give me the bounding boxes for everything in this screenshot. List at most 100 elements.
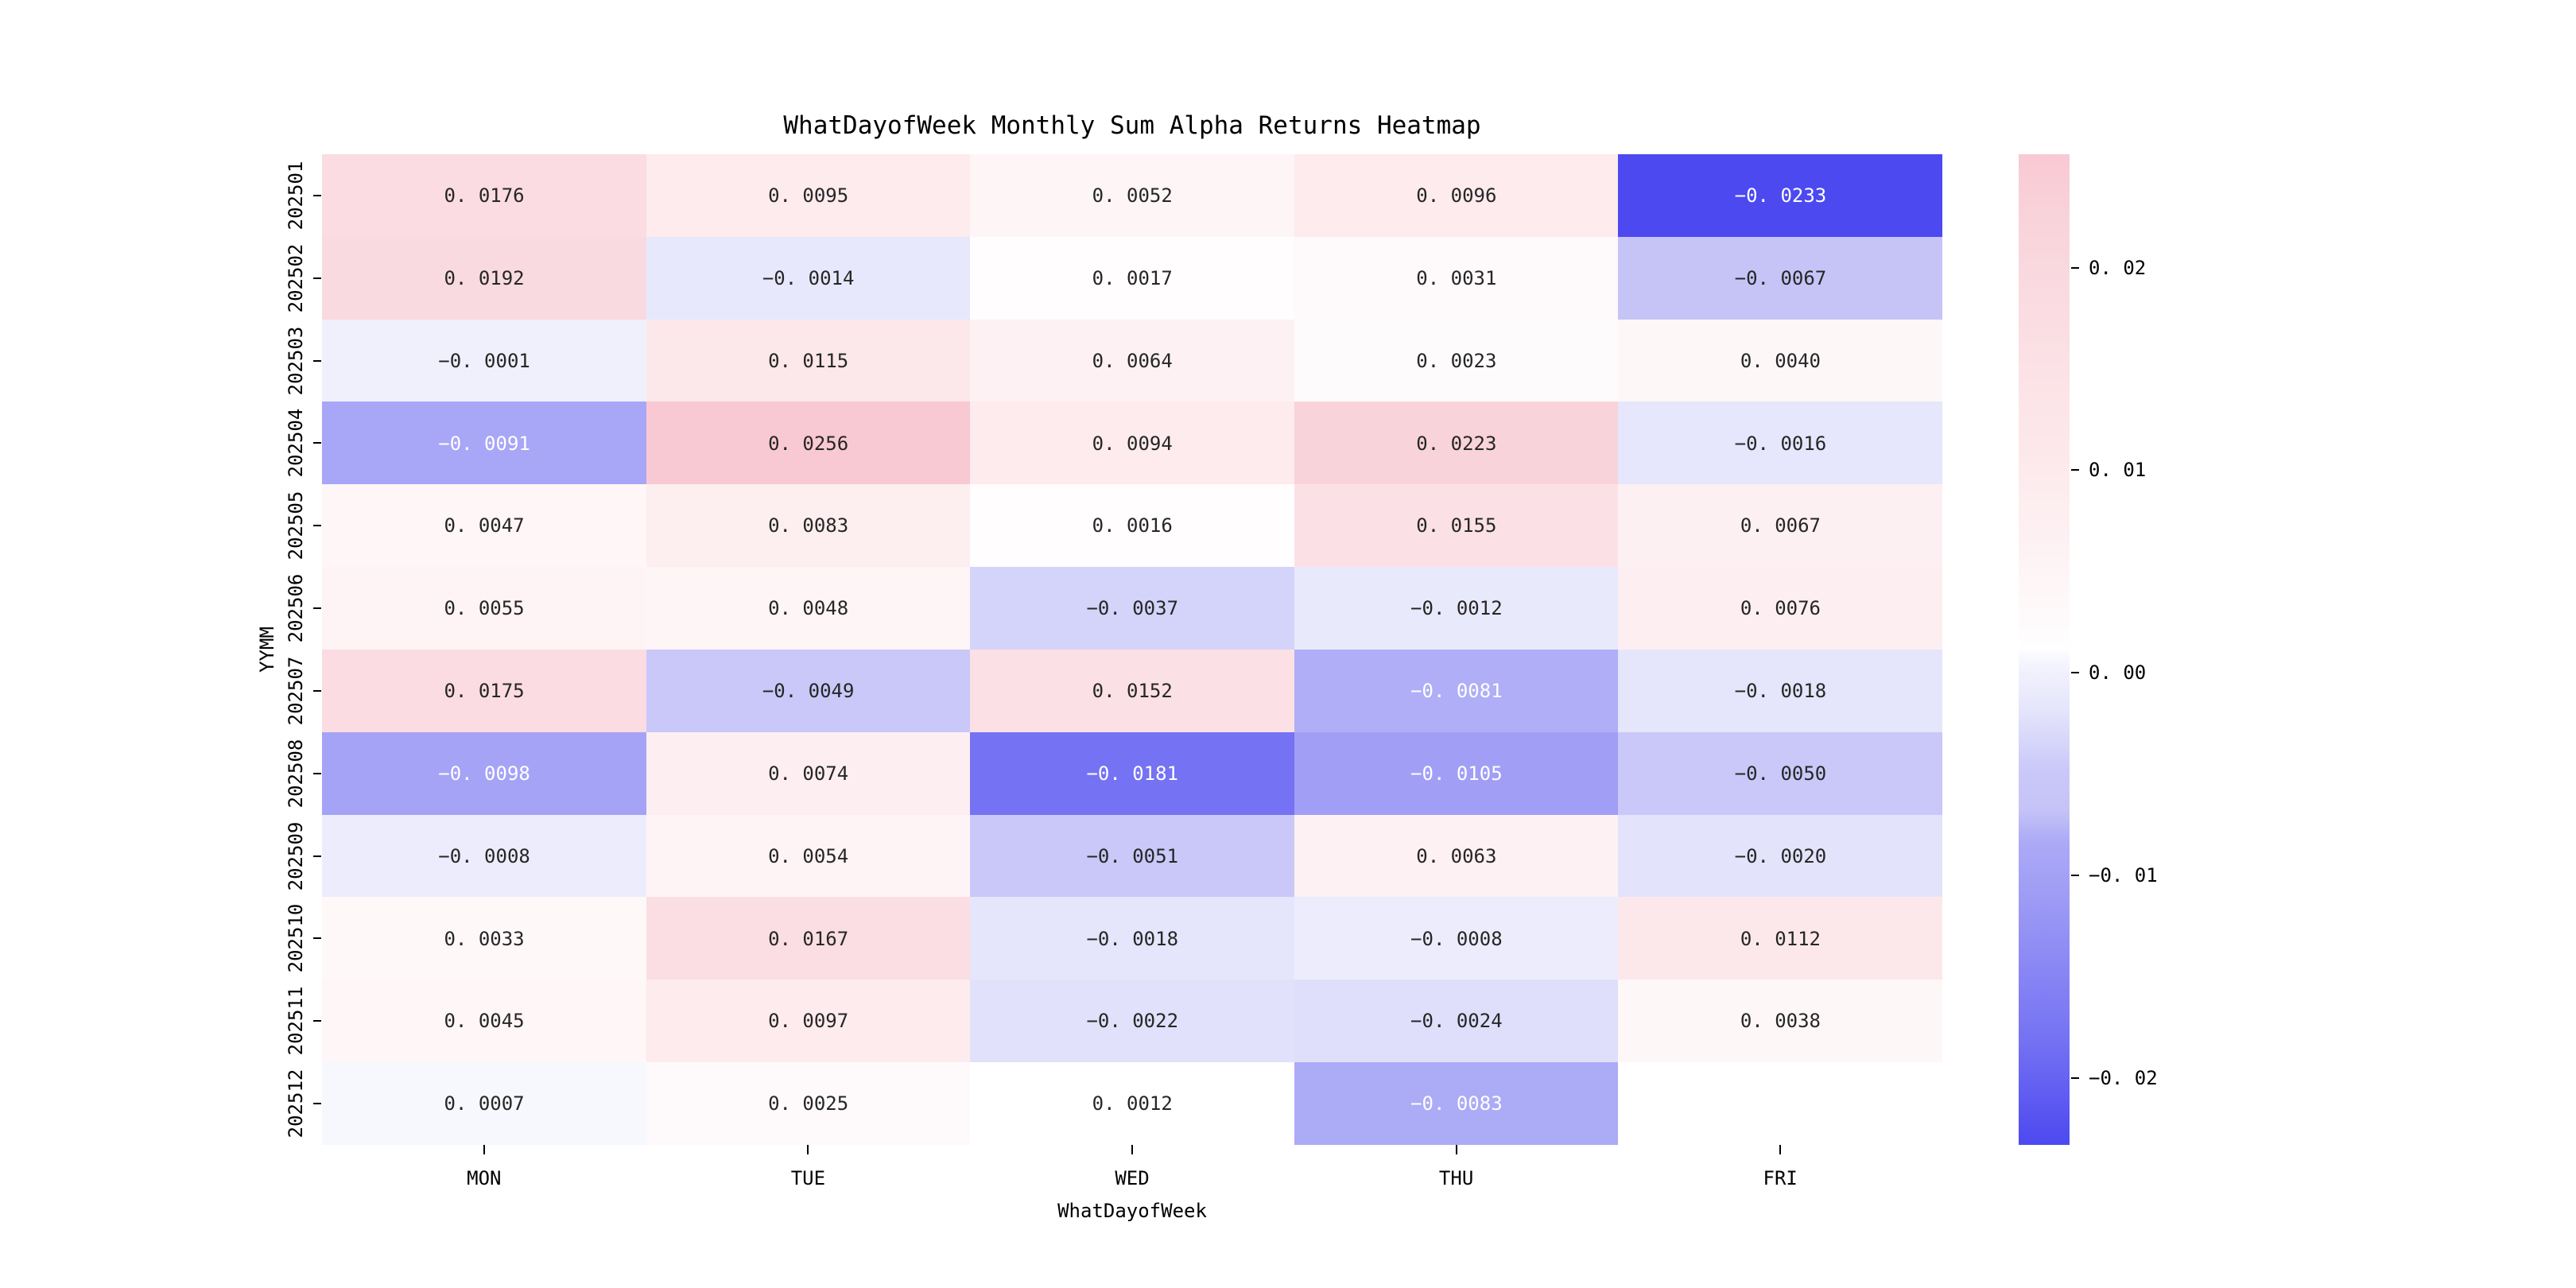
heatmap-cell: 0. 0074	[646, 731, 971, 816]
heatmap-cell: −0. 0233	[1618, 154, 1943, 238]
cell-value: 0. 0096	[1416, 184, 1497, 208]
cell-value: −0. 0051	[1086, 844, 1179, 867]
cell-value: 0. 0031	[1416, 266, 1497, 289]
y-tick-label: 202505	[285, 491, 307, 561]
x-tick-label: WED	[1115, 1167, 1150, 1189]
y-tick-label: 202502	[285, 243, 307, 313]
heatmap-cell: −0. 0020	[1618, 814, 1943, 898]
heatmap-cell: 0. 0064	[970, 319, 1295, 402]
cell-value: 0. 0064	[1092, 349, 1173, 372]
heatmap-cell: −0. 0105	[1294, 731, 1619, 816]
x-tick-mark	[1455, 1144, 1457, 1154]
cell-value: −0. 0016	[1734, 432, 1827, 455]
heatmap-cell: 0. 0048	[646, 567, 971, 650]
cell-value: 0. 0095	[768, 184, 849, 208]
heatmap-cell	[1618, 1062, 1943, 1146]
y-tick-label: 202507	[285, 656, 307, 726]
x-tick-label: THU	[1438, 1167, 1474, 1189]
cell-value: 0. 0067	[1740, 514, 1821, 537]
cell-value: 0. 0097	[768, 1010, 849, 1033]
x-tick-mark	[483, 1144, 485, 1154]
cell-value: −0. 0014	[762, 266, 855, 289]
heatmap-cell: −0. 0016	[1618, 402, 1943, 485]
y-tick-mark	[313, 937, 321, 940]
heatmap-cell: 0. 0115	[646, 319, 971, 402]
heatmap-cell: 0. 0076	[1618, 567, 1943, 650]
heatmap-cell: 0. 0067	[1618, 484, 1943, 568]
cell-value: −0. 0012	[1410, 597, 1503, 620]
colorbar-tick-label: 0. 01	[2089, 459, 2147, 482]
heatmap-cell: −0. 0008	[322, 814, 647, 898]
cell-value: −0. 0037	[1086, 597, 1179, 620]
heatmap-cell: 0. 0023	[1294, 319, 1619, 402]
heatmap-cell: 0. 0112	[1618, 897, 1943, 980]
cell-value: −0. 0083	[1410, 1092, 1503, 1115]
cell-value: 0. 0023	[1416, 349, 1497, 372]
heatmap-cell: 0. 0007	[322, 1062, 647, 1146]
y-axis-label: YYMM	[256, 627, 278, 673]
cell-value: −0. 0091	[438, 432, 530, 455]
heatmap-cell: 0. 0152	[970, 649, 1295, 733]
cell-value: 0. 0176	[444, 184, 525, 208]
heatmap-cell: −0. 0050	[1618, 731, 1943, 816]
heatmap-cell: −0. 0083	[1294, 1062, 1619, 1146]
cell-value: 0. 0074	[768, 762, 849, 785]
cell-value: −0. 0233	[1734, 184, 1827, 208]
cell-value: 0. 0007	[444, 1092, 525, 1115]
colorbar-tick-label: −0. 02	[2089, 1066, 2158, 1089]
cell-value: 0. 0112	[1740, 927, 1821, 950]
cell-value: 0. 0175	[444, 680, 525, 703]
heatmap-cell: −0. 0024	[1294, 980, 1619, 1063]
cell-value: −0. 0181	[1086, 762, 1179, 785]
y-tick-mark	[313, 1020, 321, 1022]
heatmap-cell: 0. 0192	[322, 236, 647, 320]
cell-value: 0. 0047	[444, 514, 525, 537]
heatmap-cell: 0. 0055	[322, 567, 647, 650]
x-tick-mark	[807, 1144, 809, 1154]
heatmap-cell: 0. 0095	[646, 154, 971, 238]
x-tick-mark	[1131, 1144, 1133, 1154]
heatmap-cell: 0. 0045	[322, 980, 647, 1063]
y-tick-label: 202508	[285, 739, 307, 809]
heatmap-cell: 0. 0175	[322, 649, 647, 733]
cell-value: −0. 0008	[438, 844, 530, 867]
cell-value: 0. 0083	[768, 514, 849, 537]
y-tick-mark	[313, 277, 321, 279]
cell-value: 0. 0223	[1416, 432, 1497, 455]
cell-value: 0. 0016	[1092, 514, 1173, 537]
cell-value: 0. 0045	[444, 1010, 525, 1033]
heatmap-cell: 0. 0094	[970, 402, 1295, 485]
y-tick-mark	[313, 194, 321, 196]
heatmap-cell: 0. 0223	[1294, 402, 1619, 485]
cell-value: −0. 0050	[1734, 762, 1827, 785]
y-tick-label: 202506	[285, 573, 307, 643]
y-tick-mark	[313, 772, 321, 774]
y-tick-label: 202510	[285, 904, 307, 973]
cell-value: 0. 0040	[1740, 349, 1821, 372]
cell-value: −0. 0049	[762, 680, 855, 703]
cell-value: −0. 0018	[1734, 680, 1827, 703]
x-tick-mark	[1779, 1144, 1782, 1154]
heatmap-cell: 0. 0052	[970, 154, 1295, 238]
cell-value: 0. 0033	[444, 927, 525, 950]
heatmap-cell: 0. 0167	[646, 897, 971, 980]
heatmap-cell: −0. 0001	[322, 319, 647, 402]
heatmap-cell: −0. 0018	[1618, 649, 1943, 733]
cell-value: 0. 0094	[1092, 432, 1173, 455]
cell-value: 0. 0192	[444, 266, 525, 289]
heatmap-cell: 0. 0012	[970, 1062, 1295, 1146]
cell-value: 0. 0052	[1092, 184, 1173, 208]
cell-value: −0. 0105	[1410, 762, 1503, 785]
heatmap-cell: 0. 0047	[322, 484, 647, 568]
heatmap-cell: 0. 0096	[1294, 154, 1619, 238]
cell-value: 0. 0115	[768, 349, 849, 372]
heatmap-cell: 0. 0256	[646, 402, 971, 485]
colorbar-tick-label: 0. 02	[2089, 256, 2147, 279]
y-tick-mark	[313, 607, 321, 610]
cell-value: 0. 0048	[768, 597, 849, 620]
heatmap-cell: 0. 0054	[646, 814, 971, 898]
heatmap-cell: 0. 0033	[322, 897, 647, 980]
y-tick-label: 202509	[285, 821, 307, 890]
x-tick-label: FRI	[1763, 1167, 1798, 1189]
